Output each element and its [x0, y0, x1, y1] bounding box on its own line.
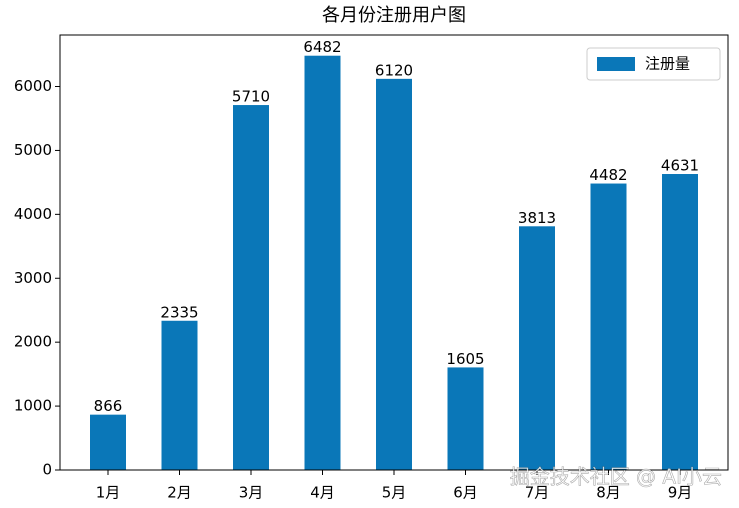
y-tick-label: 3000 — [14, 269, 52, 287]
x-tick-label: 3月 — [239, 484, 264, 502]
legend-label: 注册量 — [645, 55, 690, 73]
x-tick-label: 6月 — [453, 484, 478, 502]
x-tick-label: 9月 — [668, 484, 693, 502]
data-label: 6482 — [303, 38, 341, 56]
x-tick-label: 1月 — [96, 484, 121, 502]
bar — [233, 105, 269, 470]
data-label: 6120 — [375, 61, 413, 79]
bar — [161, 320, 198, 470]
x-tick-label: 5月 — [382, 484, 407, 502]
watermark: 掘金技术社区 @ AI小云 — [510, 465, 722, 489]
data-label: 4631 — [661, 157, 699, 175]
axes-frame — [59, 34, 729, 471]
x-tick-label: 8月 — [596, 484, 621, 502]
bar — [662, 174, 698, 470]
data-label: 3813 — [518, 209, 556, 227]
x-tick-label: 4月 — [310, 484, 335, 502]
x-tick-label: 7月 — [525, 484, 550, 502]
bar — [90, 414, 126, 470]
bar — [376, 78, 412, 470]
bar — [447, 367, 484, 470]
data-label: 866 — [94, 397, 123, 415]
legend-swatch — [597, 57, 635, 71]
bar — [304, 55, 341, 471]
data-label: 5710 — [232, 88, 270, 106]
y-tick-label: 5000 — [14, 141, 52, 159]
x-tick-label: 2月 — [167, 484, 192, 502]
y-tick-label: 0 — [42, 461, 52, 479]
y-tick-label: 4000 — [14, 205, 52, 223]
y-tick-label: 1000 — [14, 397, 52, 415]
bar — [519, 226, 555, 470]
y-tick-label: 2000 — [14, 333, 52, 351]
y-tick-label: 6000 — [14, 77, 52, 95]
chart-title: 各月份注册用户图 — [322, 5, 466, 26]
bar — [590, 183, 627, 470]
data-label: 2335 — [160, 303, 198, 321]
data-label: 4482 — [589, 166, 627, 184]
data-label: 1605 — [446, 350, 484, 368]
legend-box — [586, 47, 721, 81]
